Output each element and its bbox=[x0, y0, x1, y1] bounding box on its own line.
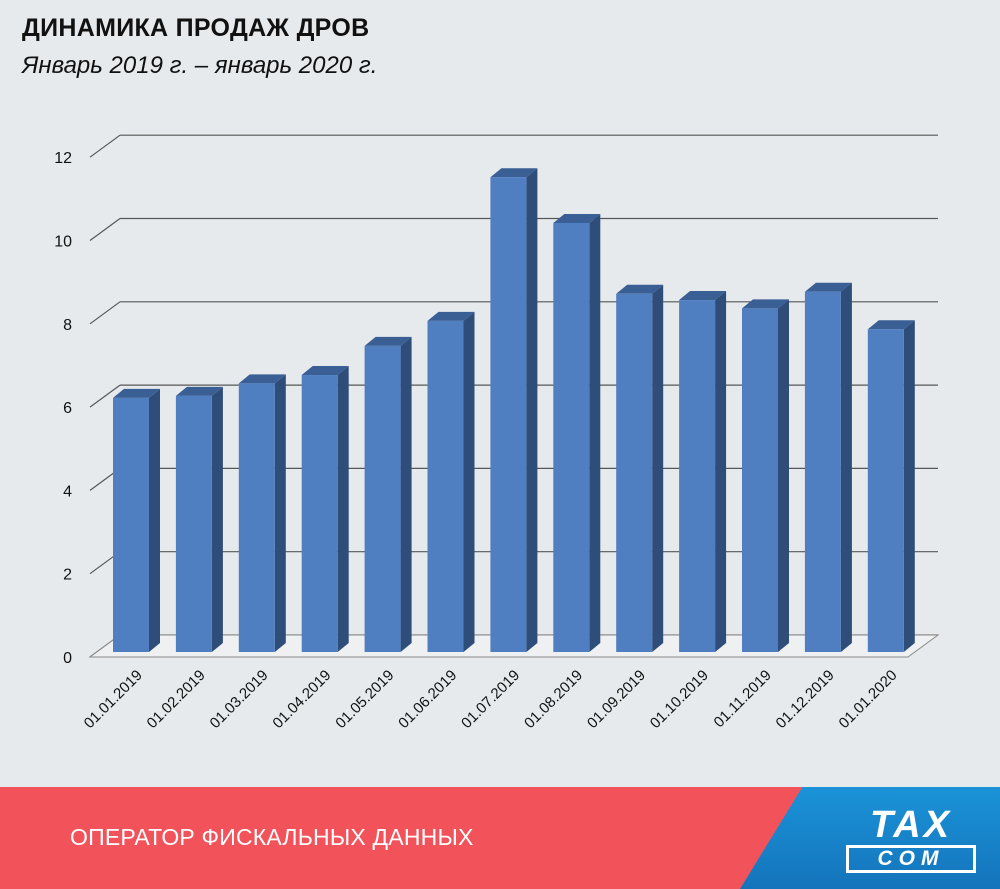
bar bbox=[364, 345, 401, 652]
bar-top bbox=[301, 366, 349, 376]
bar bbox=[679, 300, 716, 652]
sales-bar-chart: 02468101201.01.201901.02.201901.03.20190… bbox=[54, 134, 940, 732]
bar-top bbox=[113, 388, 160, 398]
x-tick-label: 01.01.2019 bbox=[81, 667, 146, 732]
bar-side bbox=[840, 282, 852, 652]
footer-banner: ОПЕРАТОР ФИСКАЛЬНЫХ ДАННЫХ TAX COM bbox=[0, 787, 1000, 889]
gridline-edge bbox=[89, 301, 121, 325]
logo-bottom-text: COM bbox=[846, 845, 976, 873]
bar-side bbox=[778, 299, 789, 652]
chart-title: ДИНАМИКА ПРОДАЖ ДРОВ bbox=[22, 14, 370, 42]
bar-side bbox=[903, 320, 915, 652]
x-tick-label: 01.06.2019 bbox=[395, 667, 460, 732]
bar bbox=[427, 320, 464, 652]
bar-side bbox=[149, 388, 160, 652]
bar-top bbox=[616, 284, 664, 294]
bar-side bbox=[463, 311, 475, 652]
footer-text: ОПЕРАТОР ФИСКАЛЬНЫХ ДАННЫХ bbox=[70, 824, 474, 850]
x-tick-label: 01.05.2019 bbox=[332, 667, 397, 732]
bar-side bbox=[337, 366, 349, 652]
bar-side bbox=[652, 284, 664, 652]
bar bbox=[113, 397, 149, 652]
y-tick-label: 6 bbox=[63, 400, 72, 417]
bar-top bbox=[867, 320, 915, 330]
bar-side bbox=[400, 336, 412, 652]
x-tick-label: 01.10.2019 bbox=[647, 667, 712, 732]
bar bbox=[490, 177, 527, 652]
y-tick-label: 0 bbox=[63, 650, 72, 667]
bar-side bbox=[526, 168, 538, 652]
bar-top bbox=[490, 168, 538, 178]
y-tick-label: 12 bbox=[54, 150, 72, 167]
x-tick-label: 01.08.2019 bbox=[521, 667, 586, 732]
chart-subtitle: Январь 2019 г. – январь 2020 г. bbox=[22, 52, 378, 79]
bar-side bbox=[589, 214, 601, 652]
bar-top bbox=[804, 282, 852, 292]
bar-side bbox=[274, 374, 286, 652]
bar-top bbox=[364, 336, 412, 346]
gridline-edge bbox=[89, 384, 121, 408]
bar bbox=[804, 291, 841, 652]
x-tick-label: 01.12.2019 bbox=[773, 667, 838, 732]
logo-top-text: TAX bbox=[869, 804, 953, 846]
x-tick-label: 01.07.2019 bbox=[458, 667, 523, 732]
x-tick-label: 01.11.2019 bbox=[711, 667, 775, 731]
bar-top bbox=[175, 386, 223, 396]
bar-top bbox=[553, 214, 601, 224]
bar bbox=[867, 329, 904, 652]
y-tick-label: 8 bbox=[63, 317, 72, 334]
x-tick-label: 01.01.2020 bbox=[836, 667, 901, 732]
bar-top bbox=[742, 299, 789, 309]
bar-side bbox=[211, 386, 223, 652]
bar bbox=[301, 375, 338, 652]
y-tick-label: 10 bbox=[54, 234, 72, 251]
bar-top bbox=[427, 311, 475, 321]
x-tick-label: 01.04.2019 bbox=[269, 667, 334, 732]
bar-side bbox=[715, 291, 727, 652]
taxcom-logo: TAX COM bbox=[846, 804, 976, 873]
bar-top bbox=[679, 291, 727, 301]
bar bbox=[553, 223, 590, 652]
bar bbox=[175, 395, 212, 652]
gridline-edge bbox=[89, 218, 121, 241]
x-tick-label: 01.09.2019 bbox=[584, 667, 649, 732]
bar bbox=[742, 308, 778, 652]
bar-top bbox=[238, 374, 286, 384]
bar bbox=[616, 293, 653, 652]
x-tick-label: 01.02.2019 bbox=[144, 667, 209, 732]
bar bbox=[238, 383, 275, 652]
y-tick-label: 2 bbox=[63, 567, 72, 584]
x-tick-label: 01.03.2019 bbox=[207, 667, 272, 732]
gridline-edge bbox=[89, 134, 121, 158]
y-tick-label: 4 bbox=[63, 483, 72, 500]
